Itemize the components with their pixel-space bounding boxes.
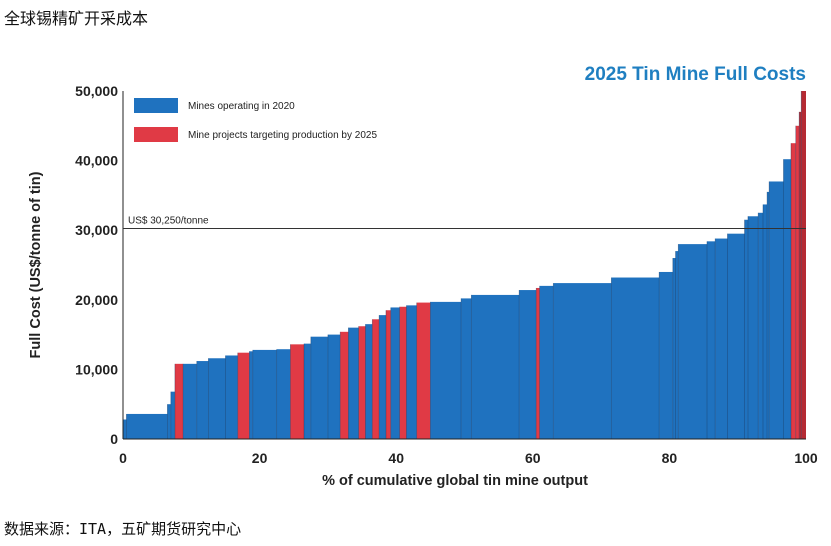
cost-bar-projects xyxy=(799,111,802,439)
legend-swatch-projects xyxy=(134,127,178,142)
cost-bar-operating xyxy=(611,277,660,439)
cost-bar-projects xyxy=(372,319,380,439)
cost-bar-operating xyxy=(123,419,127,439)
cost-bar-operating xyxy=(678,244,707,439)
cost-bar-operating xyxy=(553,283,612,439)
cost-bar-operating xyxy=(303,343,311,439)
cost-bar-operating xyxy=(170,391,175,439)
cost-bar-projects xyxy=(237,352,250,439)
source-note: 数据来源：ITA，五矿期货研究中心 xyxy=(4,520,242,538)
legend-label-projects: Mine projects targeting production by 20… xyxy=(188,130,377,141)
cost-bar-operating xyxy=(715,238,728,439)
page-title: 全球锡精矿开采成本 xyxy=(4,9,149,28)
cost-bar-operating xyxy=(471,294,520,439)
cost-bar-operating xyxy=(758,212,763,439)
cost-bar-operating xyxy=(196,361,209,439)
cost-bar-operating xyxy=(208,358,226,439)
y-tick-labels: 0 10,000 20,000 30,000 40,000 50,000 xyxy=(75,83,118,447)
cost-bar-operating xyxy=(327,334,341,439)
cost-bar-operating xyxy=(379,315,386,439)
cost-bar-operating xyxy=(348,327,359,439)
cost-bar-operating xyxy=(249,351,253,439)
cost-bar-operating xyxy=(225,355,238,439)
cost-bar-projects xyxy=(174,363,184,439)
cost-bar-operating xyxy=(183,363,197,439)
cost-bar-operating xyxy=(727,233,745,439)
cost-bar-operating xyxy=(769,181,784,440)
x-tick-label: 0 xyxy=(119,450,127,466)
cost-bar-operating xyxy=(365,324,373,439)
y-tick-label: 20,000 xyxy=(75,292,118,308)
cost-bar-operating xyxy=(252,349,277,439)
x-tick-label: 40 xyxy=(388,450,404,466)
cost-bar-operating xyxy=(167,404,171,439)
cost-bar-operating xyxy=(675,251,679,439)
cost-bar-operating xyxy=(390,307,400,439)
x-tick-label: 60 xyxy=(525,450,541,466)
cost-bar-operating xyxy=(430,301,462,439)
cost-bar-projects xyxy=(385,310,391,439)
cost-bar-projects xyxy=(358,326,366,439)
cost-bar-operating xyxy=(276,349,291,439)
cost-bar-projects xyxy=(399,306,407,439)
cost-bar-projects xyxy=(290,344,304,439)
cost-bar-projects xyxy=(801,91,806,439)
cost-bar-operating xyxy=(767,191,770,439)
cost-bar-operating xyxy=(406,305,417,439)
bars-layer xyxy=(123,91,806,440)
bar-dividers xyxy=(122,91,802,439)
y-tick-label: 50,000 xyxy=(75,83,118,99)
legend-label-operating: Mines operating in 2020 xyxy=(188,101,295,112)
y-tick-label: 30,000 xyxy=(75,222,118,238)
y-tick-label: 10,000 xyxy=(75,361,118,377)
cost-bar-operating xyxy=(747,216,759,439)
chart-title: 2025 Tin Mine Full Costs xyxy=(585,64,806,85)
cost-bar-operating xyxy=(539,285,554,439)
cost-bar-projects xyxy=(416,302,431,439)
cost-bar-projects xyxy=(340,331,349,439)
cost-bar-operating xyxy=(126,413,168,439)
cost-bar-projects xyxy=(795,125,800,440)
y-axis-label: Full Cost (US$/tonne of tin) xyxy=(28,171,44,358)
legend-swatch-operating xyxy=(134,98,178,113)
cost-bar-operating xyxy=(461,298,472,439)
y-tick-label: 0 xyxy=(110,431,118,447)
cost-bar-operating xyxy=(762,204,768,439)
x-tick-label: 20 xyxy=(252,450,268,466)
cost-bar-projects xyxy=(536,287,540,439)
x-tick-label: 80 xyxy=(662,450,678,466)
x-tick-labels: 0 20 40 60 80 100 xyxy=(119,450,818,466)
cost-bar-operating xyxy=(706,241,716,439)
cost-bar-operating xyxy=(310,336,328,439)
cost-bar-operating xyxy=(744,219,748,439)
y-tick-label: 40,000 xyxy=(75,153,118,169)
legend: Mines operating in 2020 Mine projects ta… xyxy=(134,98,377,142)
x-axis-label: % of cumulative global tin mine output xyxy=(322,473,588,489)
reference-line-label: US$ 30,250/tonne xyxy=(128,215,209,226)
cost-bar-projects xyxy=(790,143,796,439)
cost-bar-operating xyxy=(783,159,791,439)
x-tick-label: 100 xyxy=(794,450,818,466)
cost-bar-operating xyxy=(659,271,673,439)
cost-bar-operating xyxy=(519,290,537,439)
cost-bar-operating xyxy=(672,258,676,439)
